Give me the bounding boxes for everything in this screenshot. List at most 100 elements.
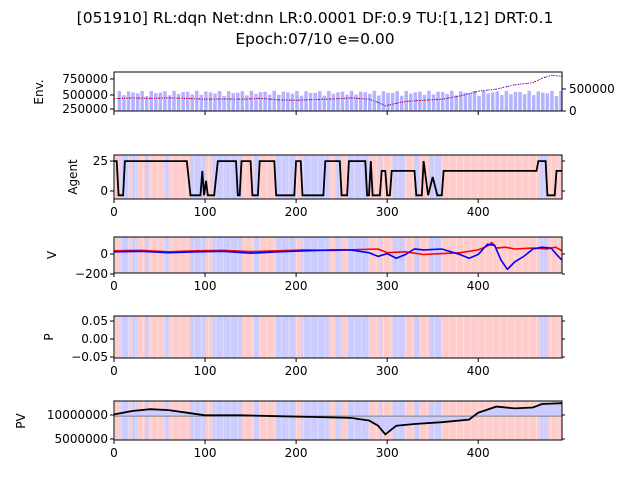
position-region <box>164 155 169 199</box>
position-region <box>336 155 342 199</box>
volume-bar <box>185 91 190 111</box>
x-tick-label: 400 <box>467 446 490 460</box>
y-axis-label: V <box>45 250 59 259</box>
position-region <box>336 401 342 440</box>
volume-bar <box>276 94 281 111</box>
volume-bar <box>322 95 327 111</box>
volume-bar <box>304 91 308 111</box>
position-region <box>301 401 329 440</box>
x-tick-label: 200 <box>285 364 308 378</box>
position-region <box>441 316 541 358</box>
volume-bar <box>395 91 399 111</box>
position-region <box>168 316 191 358</box>
position-region <box>301 237 329 273</box>
position-region <box>341 401 348 440</box>
x-tick-label: 100 <box>194 205 217 219</box>
position-region <box>276 316 297 358</box>
position-region <box>205 155 213 199</box>
volume-bar <box>190 94 194 111</box>
volume-bar <box>545 93 550 111</box>
position-region <box>190 237 206 273</box>
position-region <box>405 316 415 358</box>
y-tick-label: 0.00 <box>81 332 108 346</box>
position-region <box>190 401 206 440</box>
axes-frame <box>113 236 563 274</box>
volume-bar <box>131 92 135 111</box>
volume-bar <box>154 93 158 111</box>
position-region <box>259 237 277 273</box>
position-region <box>254 401 260 440</box>
y-axis-label: Agent <box>66 159 80 195</box>
portfolio-value-line <box>114 402 562 436</box>
y-axis-label: P <box>42 333 56 340</box>
volume-bar <box>267 94 272 111</box>
volume-bar <box>522 94 527 111</box>
position-region <box>405 237 415 273</box>
volume-bar <box>472 91 477 111</box>
y-tick-label: −0.05 <box>71 350 108 364</box>
position-region <box>148 237 165 273</box>
position-region <box>441 155 541 199</box>
position-region <box>164 237 169 273</box>
volume-bar <box>172 90 176 111</box>
x-tick-label: 300 <box>376 364 399 378</box>
position-region <box>379 316 382 358</box>
volume-bar <box>518 91 522 111</box>
volume-bar <box>536 91 541 111</box>
y-tick-label: 10000000 <box>47 408 108 422</box>
volume-bar <box>222 95 226 111</box>
volume-bar <box>399 95 404 111</box>
volume-bar <box>349 90 354 111</box>
position-region <box>144 237 149 273</box>
x-tick-label: 400 <box>467 364 490 378</box>
position-region <box>144 401 149 440</box>
volume-bar <box>477 95 481 111</box>
position-region <box>114 237 121 273</box>
position-region <box>419 155 430 199</box>
volume-bar <box>140 91 144 111</box>
position-region <box>241 237 255 273</box>
position-region <box>190 155 206 199</box>
position-region <box>144 316 149 358</box>
position-region <box>129 401 133 440</box>
volume-bar <box>158 92 163 111</box>
volume-bar <box>117 90 122 111</box>
volume-bar <box>354 94 358 111</box>
position-region <box>405 155 415 199</box>
volume-bar <box>509 94 513 111</box>
axes-frame <box>113 71 563 112</box>
position-region <box>341 316 348 358</box>
x-tick-label: 0 <box>110 446 118 460</box>
position-region <box>148 401 165 440</box>
position-region <box>259 316 277 358</box>
position-region <box>296 316 302 358</box>
position-region <box>347 401 369 440</box>
position-region <box>241 401 255 440</box>
position-region <box>164 401 169 440</box>
position-region <box>137 316 145 358</box>
volume-bar <box>490 92 495 111</box>
position-region <box>414 237 420 273</box>
volume-bar <box>286 92 290 111</box>
chart-title-line2: Epoch:07/10 e=0.00 <box>235 30 394 48</box>
x-tick-label: 200 <box>285 205 308 219</box>
position-region <box>381 316 393 358</box>
x-tick-label: 0 <box>110 279 118 293</box>
volume-bar <box>122 95 126 111</box>
position-region <box>168 237 191 273</box>
position-region <box>205 316 213 358</box>
x-tick-label: 200 <box>285 279 308 293</box>
position-region <box>414 316 420 358</box>
position-region <box>347 237 369 273</box>
position-region <box>212 237 242 273</box>
position-region <box>429 155 442 199</box>
volume-bar <box>272 90 276 111</box>
position-region <box>137 237 145 273</box>
position-region <box>547 316 562 358</box>
volume-bar <box>468 93 472 111</box>
y-tick-label: 5000000 <box>55 432 108 446</box>
volume-bar <box>431 94 436 111</box>
position-region <box>381 155 393 199</box>
x-tick-label: 400 <box>467 205 490 219</box>
position-region <box>419 316 430 358</box>
